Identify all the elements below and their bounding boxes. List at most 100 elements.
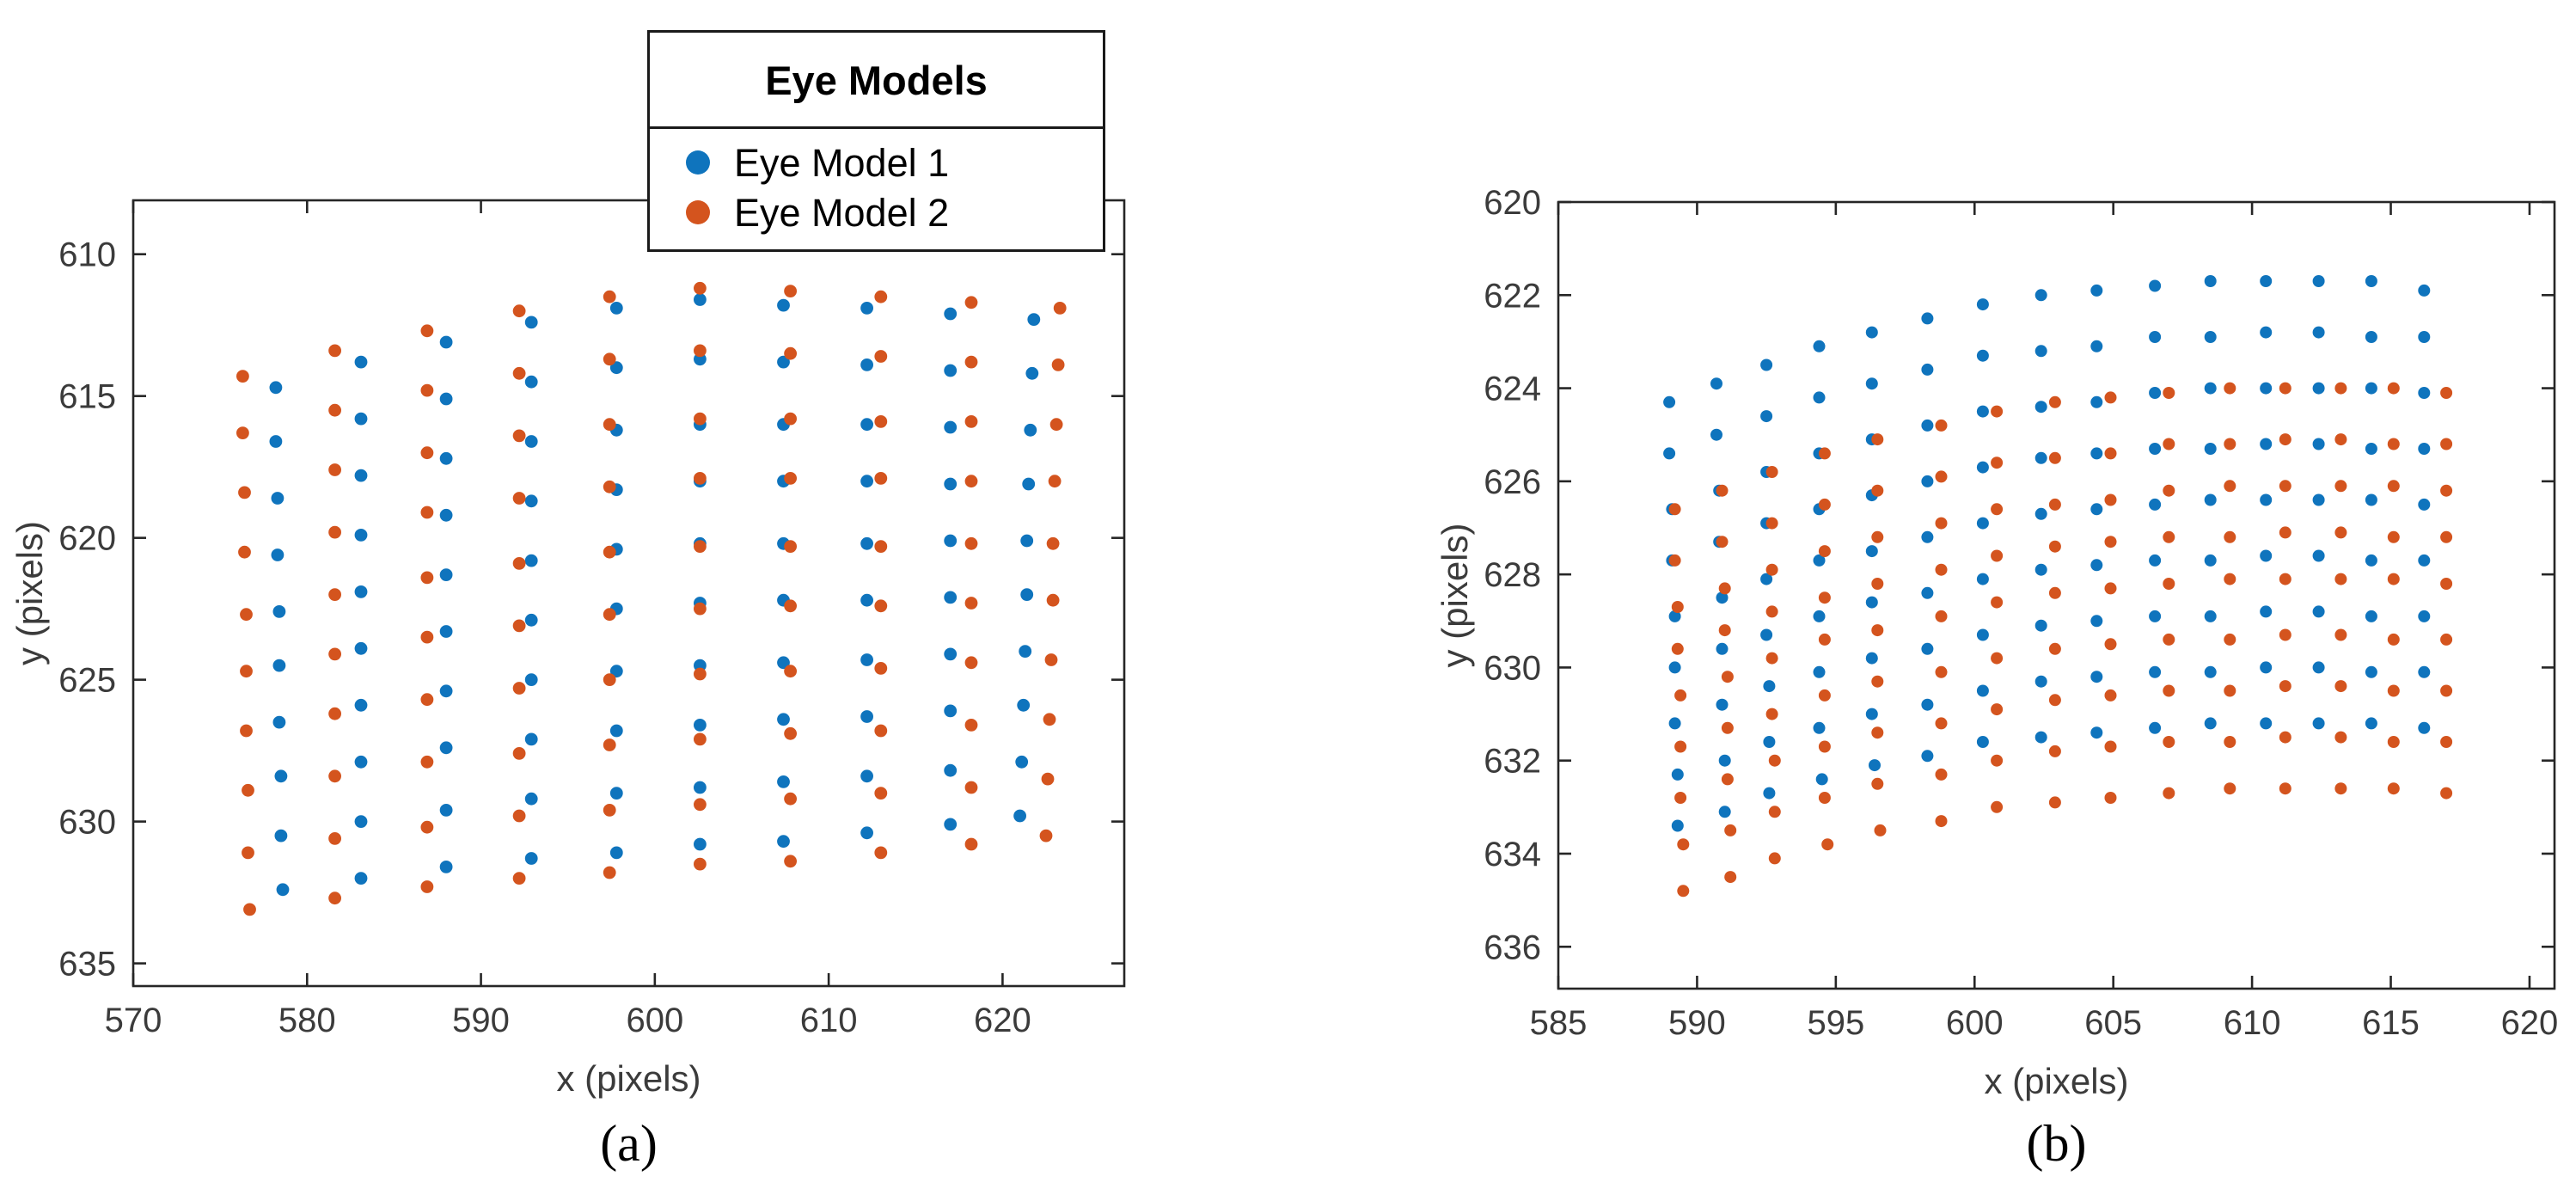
scatter-point (1763, 736, 1776, 748)
scatter-point (2279, 573, 2291, 585)
scatter-point (2418, 554, 2431, 567)
scatter-point (2104, 493, 2117, 506)
x-tick-label: 585 (1530, 1004, 1588, 1042)
scatter-point (1716, 536, 1729, 548)
scatter-point (1991, 754, 2004, 767)
scatter-point (1760, 628, 1773, 641)
scatter-point (1991, 800, 2004, 813)
scatter-point (2224, 736, 2236, 748)
scatter-point (603, 290, 616, 303)
legend-label-eye-model-1: Eye Model 1 (734, 140, 950, 185)
scatter-point (1813, 721, 1826, 734)
scatter-point (2149, 665, 2162, 678)
scatter-point (1718, 806, 1731, 818)
scatter-point (964, 719, 978, 732)
scatter-point (1871, 675, 1884, 688)
scatter-point (2034, 563, 2047, 576)
scatter-point (271, 492, 285, 505)
scatter-point (2034, 731, 2047, 744)
scatter-point (2260, 717, 2273, 730)
scatter-point (694, 719, 707, 732)
scatter-point (1710, 428, 1722, 441)
scatter-point (524, 494, 538, 508)
scatter-point (2204, 493, 2217, 506)
scatter-point (240, 665, 253, 678)
scatter-point (1921, 363, 1934, 376)
scatter-point (1991, 549, 2004, 562)
scatter-point (2365, 610, 2377, 622)
x-tick-label: 610 (800, 1002, 858, 1039)
scatter-point (2440, 684, 2453, 697)
scatter-point (420, 383, 434, 397)
scatter-point (1017, 698, 1031, 712)
y-tick-labels: 610 615 620 625 630 635 (58, 236, 116, 983)
scatter-point (2418, 284, 2431, 297)
scatter-point (694, 293, 707, 306)
y-tick-label: 624 (1484, 371, 1541, 408)
scatter-point (512, 809, 526, 823)
scatter-point (1818, 689, 1831, 702)
scatter-point (1718, 582, 1731, 595)
x-tick-label: 620 (2501, 1004, 2559, 1042)
scatter-point (420, 693, 434, 707)
scatter-point (1049, 418, 1063, 432)
scatter-point (439, 804, 453, 817)
scatter-point (1039, 829, 1053, 843)
scatter-point (1718, 624, 1731, 637)
scatter-point (2260, 605, 2273, 618)
scatter-point (1765, 605, 1778, 618)
scatter-point (272, 715, 286, 729)
scatter-point (272, 659, 286, 672)
scatter-point (2279, 731, 2291, 744)
scatter-point (1818, 633, 1831, 646)
scatter-point (1046, 593, 1060, 607)
y-axis-label: y (pixels) (1435, 523, 1475, 667)
scatter-point (860, 475, 873, 488)
scatter-point (271, 548, 285, 561)
scatter-point (2387, 633, 2400, 646)
scatter-point (1668, 610, 1681, 622)
scatter-point (1663, 447, 1676, 460)
scatter-point (860, 710, 873, 723)
scatter-point (512, 619, 526, 633)
scatter-point (1935, 665, 1948, 678)
scatter-point (2090, 726, 2103, 739)
scatter-point (439, 451, 453, 465)
scatter-point (1935, 517, 1948, 530)
y-tick-label: 626 (1484, 463, 1541, 501)
scatter-point (1668, 503, 1681, 516)
scatter-point (2104, 391, 2117, 404)
scatter-point (1760, 410, 1773, 423)
scatter-point (1815, 773, 1828, 786)
scatter-point (439, 625, 453, 638)
scatter-point (439, 861, 453, 873)
tick-marks (1557, 200, 2555, 989)
axes: 585 590 595 600 605 610 615 6206206226246266286… (1435, 184, 2558, 1101)
scatter-point (860, 653, 873, 666)
scatter-point (603, 738, 616, 751)
scatter-point (2365, 493, 2377, 506)
legend-label-eye-model-2: Eye Model 2 (734, 190, 950, 235)
scatter-point (609, 665, 623, 678)
scatter-point (2440, 387, 2453, 399)
scatter-point (1813, 391, 1826, 404)
scatter-point (420, 506, 434, 519)
scatter-point (420, 880, 434, 893)
scatter-point (1765, 652, 1778, 665)
scatter-point (2387, 438, 2400, 450)
scatter-point (1765, 517, 1778, 530)
scatter-point (2279, 433, 2291, 446)
scatter-point (2048, 586, 2061, 599)
scatter-point (1671, 642, 1684, 655)
scatter-point (420, 446, 434, 460)
scatter-point (236, 426, 249, 439)
scatter-point (354, 698, 368, 712)
x-tick-label: 615 (2362, 1004, 2420, 1042)
scatter-point (2224, 573, 2236, 585)
subfigure-caption-a: (a) (600, 1115, 658, 1172)
scatter-point (2224, 530, 2236, 543)
scatter-point (1048, 475, 1062, 488)
x-tick-label: 590 (1668, 1004, 1726, 1042)
scatter-point (1865, 326, 1878, 339)
scatter-point (1721, 773, 1734, 786)
